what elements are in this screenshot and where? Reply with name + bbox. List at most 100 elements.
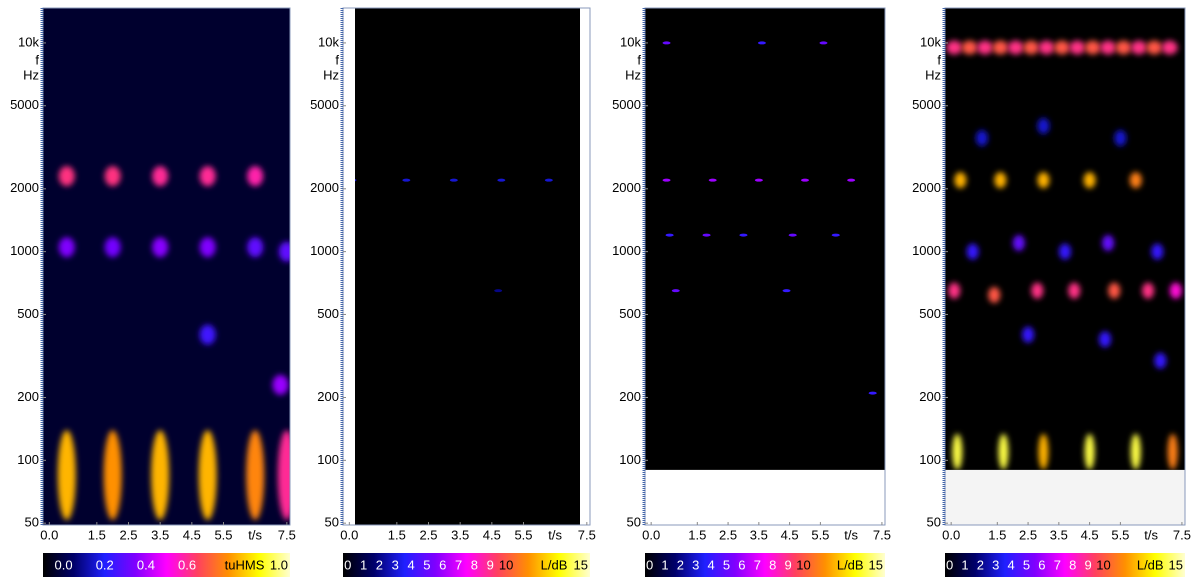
spectrogram-spot bbox=[1100, 40, 1117, 55]
spectrogram-spot bbox=[847, 178, 856, 182]
colorbar-tick-label: 7 bbox=[754, 557, 761, 572]
colorbar-tick-label: 10 bbox=[499, 557, 513, 572]
colorbar-tick-label: 5 bbox=[1023, 557, 1030, 572]
colorbar-tick-label: 2 bbox=[677, 557, 684, 572]
colorbar: 0 1 2 3 4 5 6 7 8 9 10 15 L/dB bbox=[645, 553, 885, 577]
colorbar-tick-label: 3 bbox=[992, 557, 999, 572]
spectrogram-spot bbox=[494, 289, 503, 293]
spectrogram-spot bbox=[1084, 40, 1101, 55]
spectrogram-spot bbox=[671, 289, 680, 293]
colorbar-tick-label: 8 bbox=[1069, 557, 1076, 572]
colorbar-tick-label: 9 bbox=[487, 557, 494, 572]
y-tick-label: 50 bbox=[627, 515, 641, 530]
colorbar-tick-label: 6 bbox=[738, 557, 745, 572]
y-tick-label: 100 bbox=[919, 452, 941, 467]
x-tick-label: 0.0 bbox=[40, 527, 58, 542]
y-tick-label: 500 bbox=[619, 306, 641, 321]
empty-region bbox=[645, 469, 885, 525]
spectrogram-spot bbox=[1037, 172, 1050, 189]
x-tick-label: 5.5 bbox=[214, 527, 232, 542]
colorbar-tick-label: 15 bbox=[574, 557, 588, 572]
spectrogram-spot bbox=[788, 233, 797, 237]
spectrogram-spot bbox=[1169, 282, 1182, 299]
spectrogram-spot bbox=[1114, 130, 1127, 147]
x-tick-label: 4.5 bbox=[483, 527, 501, 542]
colorbar-tick-label: 1 bbox=[961, 557, 968, 572]
colorbar-tick-label: 2 bbox=[977, 557, 984, 572]
x-tick-label: 1.5 bbox=[988, 527, 1006, 542]
spectrogram-spot bbox=[199, 324, 216, 345]
x-tick-label: 5.5 bbox=[514, 527, 532, 542]
colorbar-tick-label: 0 bbox=[646, 557, 653, 572]
spectrogram-spot bbox=[801, 178, 809, 182]
y-tick-label: 50 bbox=[325, 515, 339, 530]
spectrogram-spot bbox=[1130, 433, 1141, 470]
colorbar-bar bbox=[945, 553, 1185, 577]
y-axis-label: Hz bbox=[925, 67, 941, 82]
spectrogram-spot bbox=[1023, 40, 1040, 55]
x-axis-label: t/s bbox=[548, 527, 562, 542]
colorbar-label: L/dB bbox=[541, 557, 568, 572]
empty-region bbox=[945, 469, 1185, 525]
y-tick-label: 50 bbox=[927, 515, 941, 530]
y-tick-label: 1000 bbox=[912, 243, 941, 258]
x-tick-label: 3.5 bbox=[151, 527, 169, 542]
x-axis-label: t/s bbox=[248, 527, 262, 542]
y-tick-label: 2000 bbox=[612, 180, 641, 195]
y-tick-label: 10k bbox=[920, 34, 941, 49]
x-tick-label: 7.5 bbox=[1173, 527, 1191, 542]
colorbar-tick-label: 2 bbox=[376, 557, 383, 572]
spectrogram-spot bbox=[272, 374, 289, 395]
colorbar-tick-label: 10 bbox=[796, 557, 810, 572]
x-tick-label: 1.5 bbox=[88, 527, 106, 542]
spectrogram-spot bbox=[199, 237, 216, 258]
y-tick-label: 200 bbox=[17, 389, 39, 404]
spectrogram-spot bbox=[702, 233, 711, 237]
x-tick-label: 7.5 bbox=[278, 527, 296, 542]
spectrogram-spot bbox=[402, 178, 411, 182]
y-tick-label: 5000 bbox=[310, 97, 339, 112]
x-tick-label: 1.5 bbox=[688, 527, 706, 542]
y-tick-label: 1000 bbox=[10, 243, 39, 258]
spectrogram-spot bbox=[1038, 433, 1049, 470]
y-tick-label: 500 bbox=[317, 306, 339, 321]
spectrogram-spot bbox=[1037, 117, 1050, 134]
x-tick-label: 7.5 bbox=[578, 527, 596, 542]
x-tick-label: 3.5 bbox=[1050, 527, 1068, 542]
x-tick-label: 0.0 bbox=[340, 527, 358, 542]
y-tick-label: 100 bbox=[317, 452, 339, 467]
colorbar-tick-label: 6 bbox=[1038, 557, 1045, 572]
y-tick-label: 200 bbox=[919, 389, 941, 404]
spectrogram-spot bbox=[1031, 282, 1044, 299]
spectrogram-spot bbox=[278, 241, 290, 262]
spectrogram-spot bbox=[1012, 234, 1025, 251]
spectrogram-spot bbox=[977, 40, 993, 55]
spectrogram-spot bbox=[497, 178, 506, 182]
spectrogram-spot bbox=[57, 430, 76, 521]
colorbar-label: L/dB bbox=[837, 557, 864, 572]
spectrogram-spot bbox=[247, 237, 264, 258]
y-tick-label: 2000 bbox=[310, 180, 339, 195]
x-tick-label: 4.5 bbox=[781, 527, 799, 542]
colorbar-tick-label: 1 bbox=[360, 557, 367, 572]
spectrogram-spot bbox=[1154, 352, 1167, 369]
spectrogram-spot bbox=[1084, 433, 1095, 470]
colorbar-label: tuHMS bbox=[225, 557, 265, 572]
x-tick-label: 0.0 bbox=[942, 527, 960, 542]
y-tick-label: 10k bbox=[620, 34, 641, 49]
spectrogram-spot bbox=[1161, 40, 1178, 55]
colorbar-tick-label: 8 bbox=[471, 557, 478, 572]
side-margin bbox=[580, 8, 590, 525]
colorbar-bar bbox=[343, 553, 590, 577]
x-axis-label: t/s bbox=[844, 527, 858, 542]
spectrogram-spot bbox=[1022, 326, 1035, 343]
spectrogram-spot bbox=[1099, 331, 1111, 348]
colorbar-tick-label: 9 bbox=[1084, 557, 1091, 572]
spectrogram-spot bbox=[819, 41, 828, 45]
spectrogram-spot bbox=[449, 178, 458, 182]
x-tick-label: 2.5 bbox=[719, 527, 737, 542]
y-tick-label: 1000 bbox=[612, 243, 641, 258]
y-axis-label: f bbox=[937, 52, 941, 67]
